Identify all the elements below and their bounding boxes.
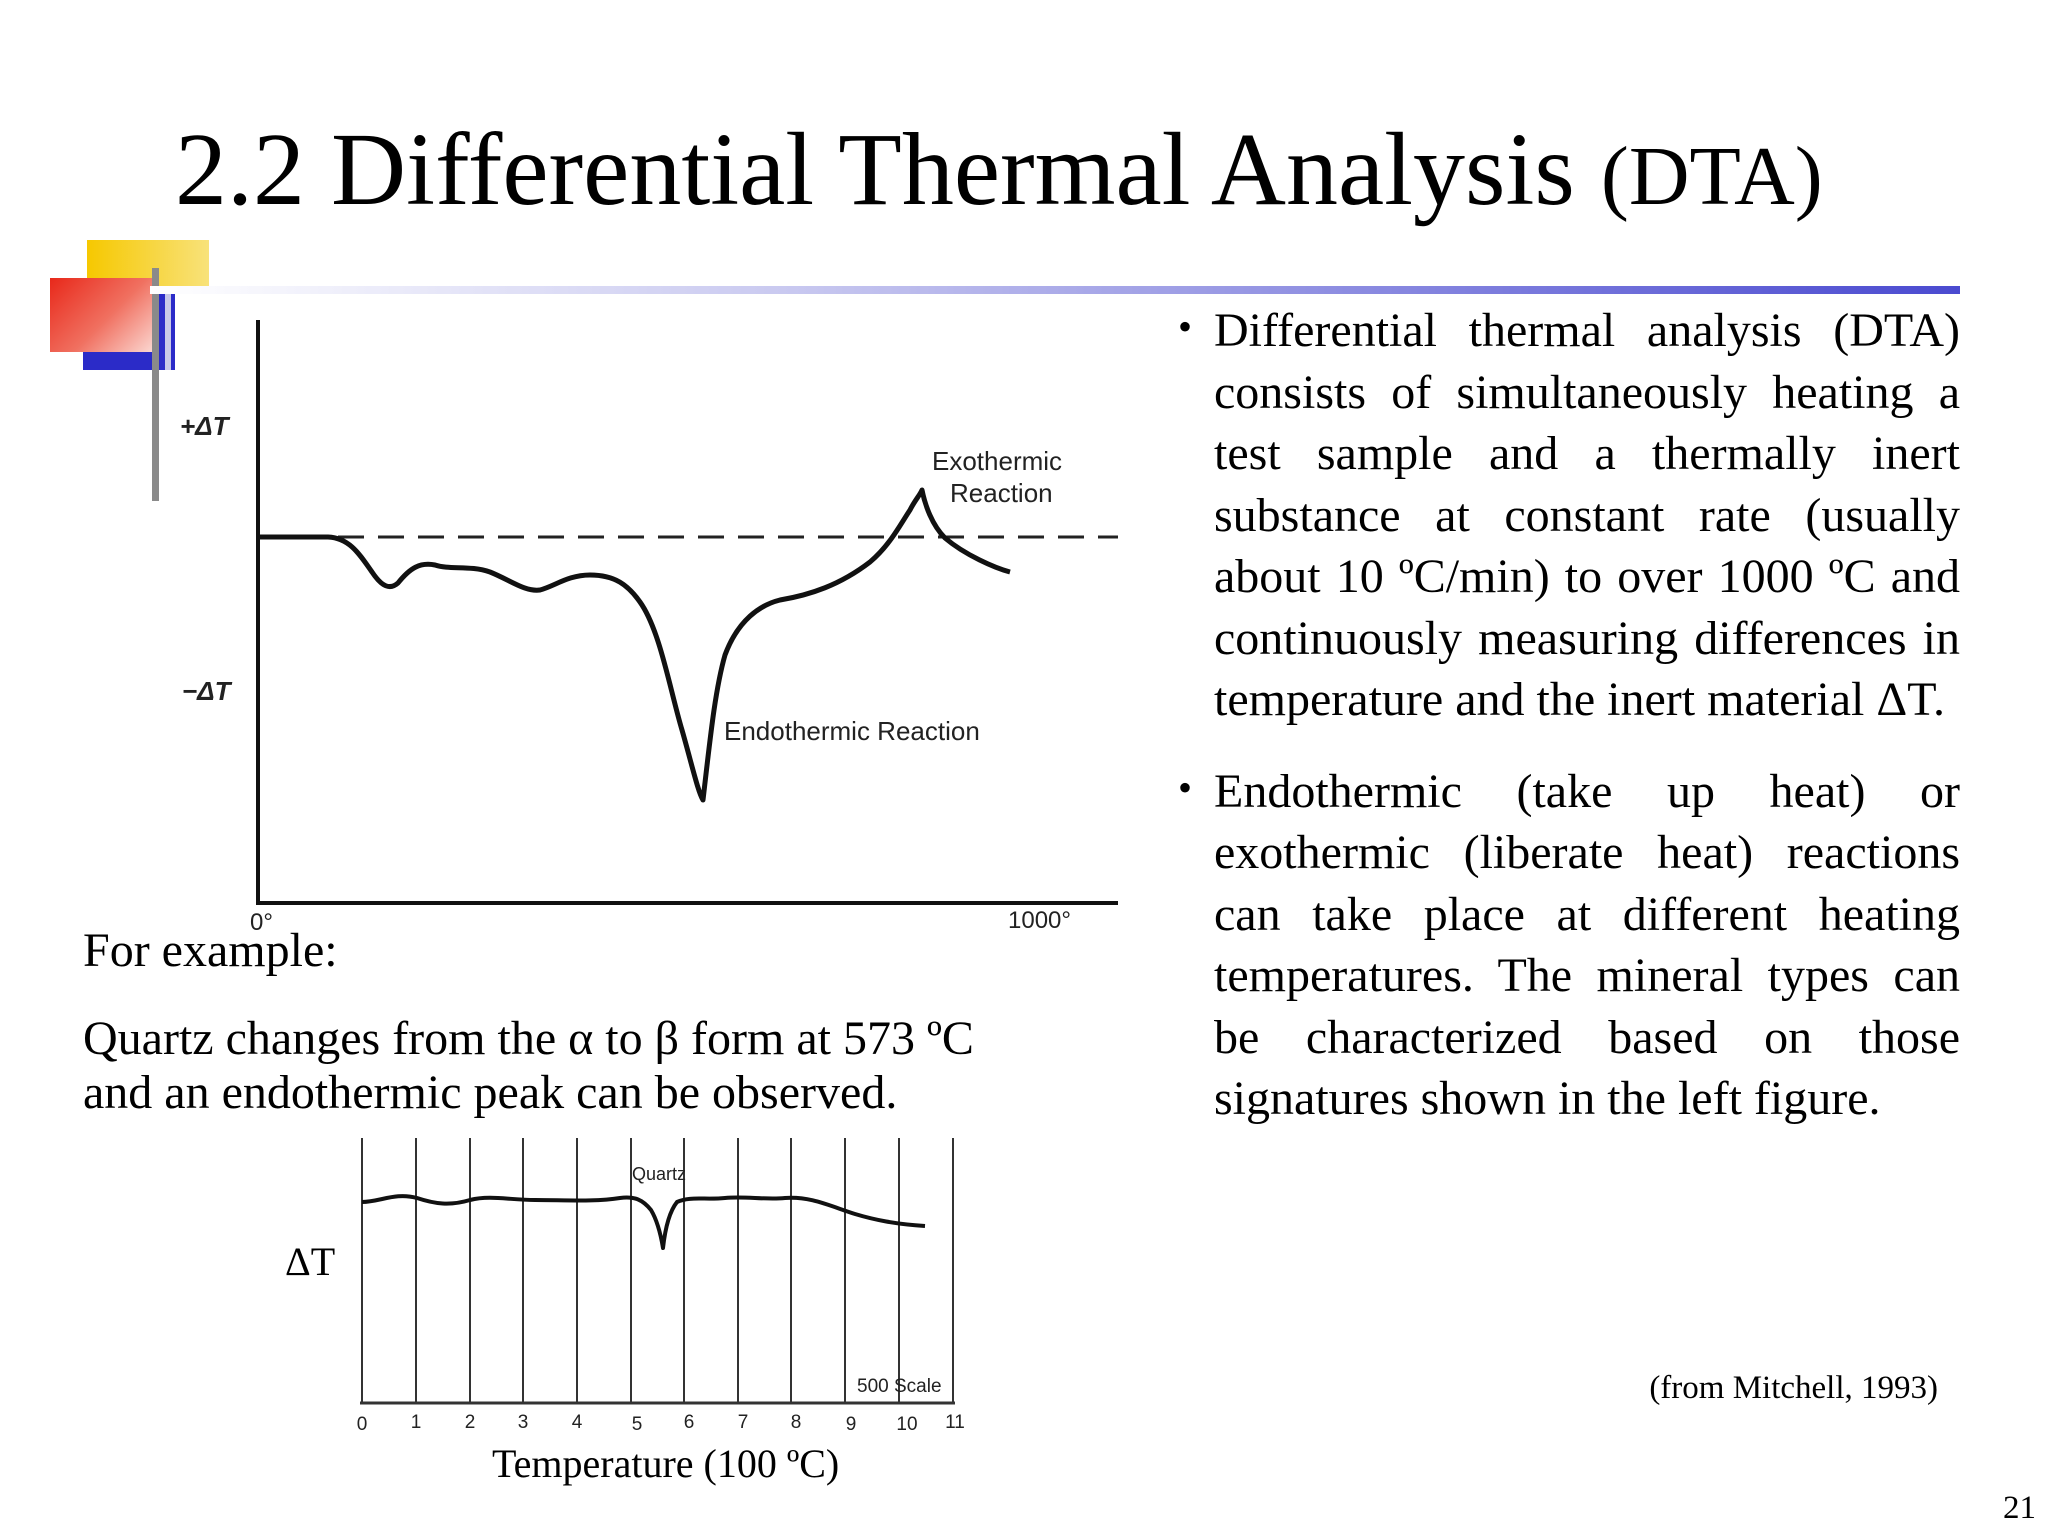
slide-title-main: 2.2 Differential Thermal Analysis [175,112,1575,227]
grid-lines [360,1138,955,1405]
slide-number: 21 [2003,1490,2036,1526]
x-tick-labels: 0 1 2 3 4 5 6 7 8 9 10 11 [357,1412,965,1435]
dta-curve [258,487,1011,803]
dta-schematic-figure: +ΔT −ΔT 0° 1000° Exothermic Reaction End… [180,320,1118,936]
tick-label: 7 [738,1412,749,1433]
deco-red-block [50,278,152,352]
deco-vertical-bar-light [165,290,171,370]
y-plus-label: +ΔT [180,411,231,441]
endothermic-label: Endothermic Reaction [724,716,980,746]
quartz-dta-figure: Quartz 500 Scale 0 1 2 3 4 5 6 7 8 9 10 … [357,1138,965,1435]
reaction-label: Reaction [950,478,1053,508]
quartz-peak-label: Quartz [632,1164,686,1184]
example-line-1: Quartz changes from the α to β form at 5… [83,1012,974,1065]
scale-label: 500 Scale [857,1376,942,1397]
y-minus-label: −ΔT [182,676,233,706]
tick-label: 3 [518,1412,529,1433]
exothermic-label: Exothermic [932,446,1062,476]
example-heading: For example: [83,924,338,977]
quartz-curve [361,1194,926,1250]
tick-label: 8 [791,1412,802,1433]
tick-label: 4 [572,1412,583,1433]
bullet-item: Differential thermal analysis (DTA) cons… [1178,296,1960,731]
citation: (from Mitchell, 1993) [1649,1370,1938,1406]
bullet-item: Endothermic (take up heat) or exothermic… [1178,757,1960,1130]
tick-label: 9 [846,1414,857,1435]
title-rule [150,286,1960,294]
example-line-2: and an endothermic peak can be observed. [83,1066,898,1119]
bullet-list: Differential thermal analysis (DTA) cons… [1178,296,1960,1160]
slide-title: 2.2 Differential Thermal Analysis (DTA) [175,118,1823,222]
tick-label: 6 [684,1412,695,1433]
x-start-label: 0° [250,909,273,936]
quartz-x-label: Temperature (100 ºC) [492,1441,840,1486]
quartz-y-label: ΔT [285,1239,336,1284]
tick-label: 11 [945,1412,965,1433]
tick-label: 2 [465,1412,476,1433]
tick-label: 10 [896,1414,917,1435]
slide-title-suffix: (DTA) [1600,130,1823,223]
x-end-label: 1000° [1008,907,1071,934]
tick-label: 0 [357,1414,368,1435]
deco-vertical-bar [152,268,159,501]
tick-label: 5 [632,1414,643,1435]
tick-label: 1 [411,1412,422,1433]
